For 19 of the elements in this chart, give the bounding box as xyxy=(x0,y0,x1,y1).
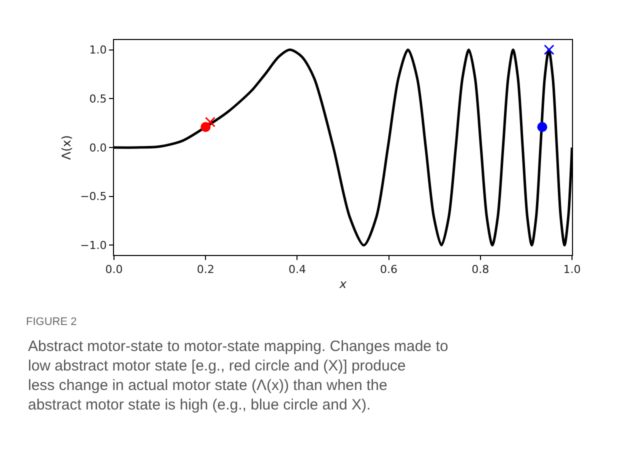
x-tick-label: 0.2 xyxy=(196,263,214,276)
x-axis-title: x xyxy=(338,277,348,292)
point xyxy=(544,44,554,56)
y-axis-title: Λ(x) xyxy=(59,135,74,160)
y-tick-label: −1.0 xyxy=(80,239,107,252)
point xyxy=(204,116,216,128)
x-tick-label: 0.0 xyxy=(105,263,123,276)
y-tick-label: 0.0 xyxy=(89,141,107,154)
x-tick-label: 1.0 xyxy=(563,263,581,276)
y-tick-label: 0.5 xyxy=(89,92,107,106)
y-tick-label: 1.0 xyxy=(89,44,107,57)
text: FIGURE 2 xyxy=(26,316,77,328)
point xyxy=(200,122,211,132)
x-tick-label: 0.8 xyxy=(472,263,490,276)
point xyxy=(537,122,548,132)
y-tick-label: −0.5 xyxy=(80,190,107,204)
x-tick-label: 0.6 xyxy=(380,263,398,276)
x-tick-label: 0.4 xyxy=(288,263,306,276)
text: Abstract motor-state to motor-state mapping. Changes made to low abstract motor state [e.g., red circle and (X)] produce less change in actual motor state (Λ(x)) than when the abstract motor state is high (e.g., blue circle and X). xyxy=(28,338,448,414)
